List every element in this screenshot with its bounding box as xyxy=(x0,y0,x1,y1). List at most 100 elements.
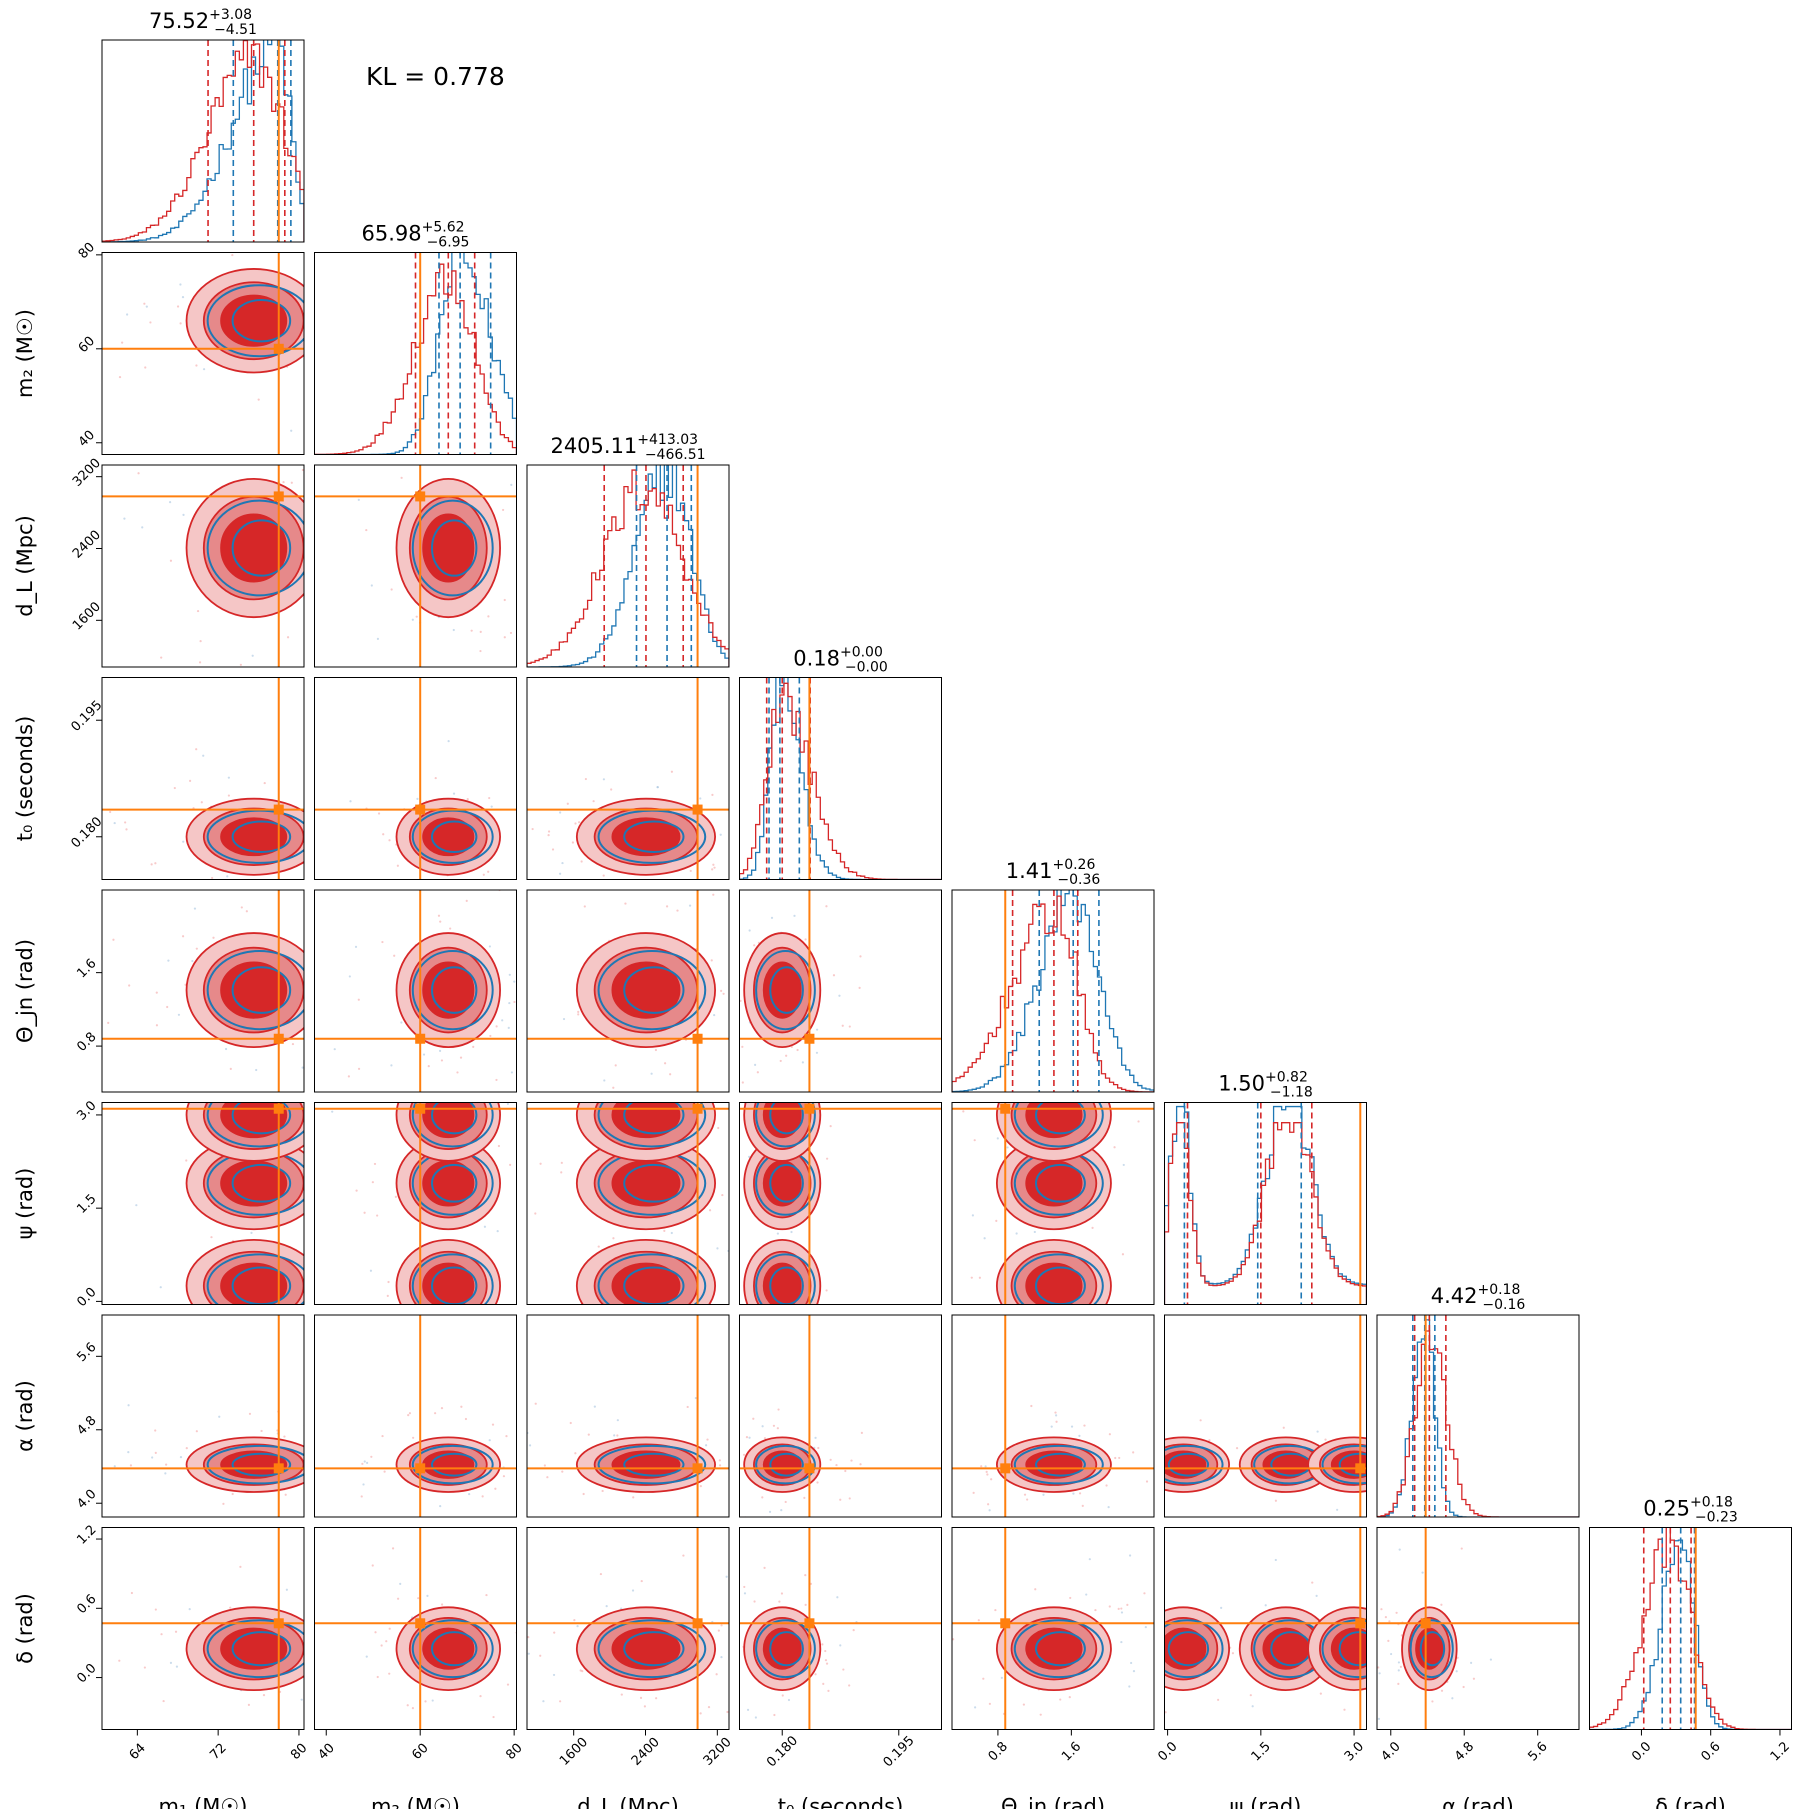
panel-inner xyxy=(314,465,537,667)
sample-point xyxy=(475,884,477,886)
sample-point xyxy=(639,1696,643,1699)
sample-point xyxy=(1107,1441,1109,1443)
y-tick-label: 80 xyxy=(76,240,98,262)
sample-point xyxy=(481,1495,484,1498)
truth-marker xyxy=(273,491,284,502)
sample-point xyxy=(741,1045,744,1048)
sample-point xyxy=(488,945,491,948)
y-tick-label: 0.8 xyxy=(74,1030,99,1055)
sample-point xyxy=(285,1588,288,1591)
sample-point xyxy=(838,994,841,997)
title-err-minus: −1.18 xyxy=(1270,1085,1313,1101)
y-axis-label-psi: ψ (rad) xyxy=(13,1168,37,1240)
sample-point xyxy=(466,798,469,801)
sample-point xyxy=(506,1102,510,1106)
panel-alpha-delta xyxy=(1376,1527,1580,1730)
sample-point xyxy=(1199,1419,1202,1422)
title-err-minus: −4.51 xyxy=(214,22,257,38)
diag-inner xyxy=(527,465,729,667)
sample-point xyxy=(790,1230,793,1234)
sample-point xyxy=(741,1081,744,1084)
sample-point xyxy=(1057,1372,1059,1374)
sample-point xyxy=(257,398,260,401)
sample-point xyxy=(396,864,399,867)
sample-point xyxy=(284,1493,287,1496)
sample-point xyxy=(848,1684,851,1687)
sample-point xyxy=(937,1479,939,1481)
sample-point xyxy=(1378,1672,1381,1675)
sample-point xyxy=(495,1078,498,1082)
sample-point xyxy=(559,1700,562,1703)
panel-inner xyxy=(952,1527,1154,1730)
sample-point xyxy=(175,887,177,889)
sample-point xyxy=(362,1483,365,1486)
sample-point xyxy=(1078,1434,1081,1437)
blue-contour-inner xyxy=(231,1102,292,1135)
sample-point xyxy=(127,1451,130,1454)
sample-point xyxy=(1311,1581,1314,1584)
sample-point xyxy=(202,368,206,371)
sample-point xyxy=(1042,1317,1044,1319)
sample-point xyxy=(509,1163,512,1166)
title-value: 65.98 xyxy=(362,222,422,246)
sample-point xyxy=(96,1305,98,1307)
sample-point xyxy=(138,1308,140,1310)
sample-point xyxy=(688,904,692,907)
sample-point xyxy=(541,1650,543,1652)
sample-point xyxy=(561,861,564,865)
sample-point xyxy=(126,313,129,316)
diag-panel-theta: 1.41+0.26 −0.36 xyxy=(951,857,1155,1093)
sample-point xyxy=(535,492,537,494)
sample-point xyxy=(777,1408,780,1411)
sample-point xyxy=(612,908,614,910)
sample-point xyxy=(785,1341,787,1343)
sample-point xyxy=(309,946,311,948)
sample-point xyxy=(352,326,354,328)
sample-point xyxy=(510,483,513,486)
sample-point xyxy=(848,1497,851,1500)
sample-point xyxy=(365,1655,368,1658)
panel-dL-t0 xyxy=(526,677,730,910)
sample-point xyxy=(1053,1367,1055,1369)
sample-point xyxy=(1479,1624,1481,1626)
panel-inner xyxy=(739,1048,942,1343)
diag-inner xyxy=(952,890,1154,1092)
sample-point xyxy=(620,1693,623,1696)
sample-point xyxy=(259,449,261,451)
sample-point xyxy=(732,1496,734,1498)
sample-point xyxy=(212,246,214,248)
sample-point xyxy=(1107,1448,1109,1450)
sample-point xyxy=(456,1071,459,1074)
sample-point xyxy=(1113,1087,1115,1089)
panel-inner xyxy=(914,1087,1154,1374)
sample-point xyxy=(722,992,725,995)
sample-point xyxy=(130,1591,134,1595)
sample-point xyxy=(676,909,679,912)
sample-point xyxy=(352,1436,354,1438)
blue-contour-outer xyxy=(411,499,494,597)
sample-point xyxy=(1403,1605,1405,1607)
sample-point xyxy=(784,1500,787,1504)
sample-point xyxy=(143,1666,146,1669)
sample-point xyxy=(154,1451,157,1454)
red-contour-inner xyxy=(422,1102,475,1139)
sample-point xyxy=(753,1063,757,1066)
sample-point xyxy=(841,1024,844,1027)
sample-point xyxy=(566,1349,568,1351)
sample-point xyxy=(914,1194,916,1196)
sample-point xyxy=(431,1699,434,1702)
sample-point xyxy=(290,429,293,432)
sample-point xyxy=(1336,1508,1339,1511)
sample-point xyxy=(978,1276,981,1279)
sample-point xyxy=(357,1067,361,1070)
sample-point xyxy=(292,230,294,232)
sample-point xyxy=(1130,1661,1133,1665)
sample-point xyxy=(135,1204,138,1207)
sample-point xyxy=(306,1626,308,1628)
sample-point xyxy=(325,1497,327,1499)
sample-point xyxy=(605,1604,608,1608)
sample-point xyxy=(699,1306,701,1308)
sample-point xyxy=(804,1048,806,1050)
sample-point xyxy=(1083,1424,1086,1427)
sample-point xyxy=(859,1463,862,1466)
